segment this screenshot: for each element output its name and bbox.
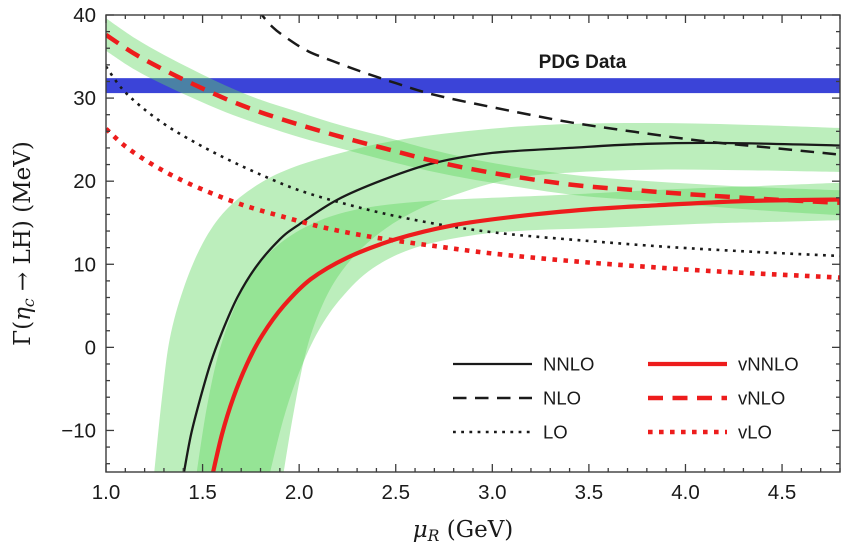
y-axis-label-eta: η	[10, 307, 36, 321]
y-tick-label: −10	[61, 419, 96, 442]
nnlo-uncertainty-band	[154, 123, 840, 472]
y-tick-label: 30	[73, 87, 96, 110]
y-axis-label: Γ(ηc → LH) (MeV)	[10, 141, 38, 346]
x-axis-label-unit: (GeV)	[439, 517, 513, 543]
curve-nnlo	[182, 141, 840, 472]
legend-item-vnnlo: vNNLO	[648, 354, 799, 375]
legend-label-vlo: vLO	[738, 422, 772, 443]
x-tick-label: 1.5	[188, 481, 217, 504]
y-tick-label: 20	[73, 170, 96, 193]
legend-label-vnlo: vNLO	[738, 388, 785, 409]
vnlo-uncertainty-band	[106, 18, 840, 216]
x-tick-label: 4.0	[671, 481, 700, 504]
legend-label-vnnlo: vNNLO	[738, 354, 799, 375]
tick-labels: 1.0 1.5 2.0 2.5 3.0 3.5 4.0 4.5 −10 0 10 20 30 40	[61, 4, 796, 504]
pdg-data-label: PDG Data	[539, 52, 627, 73]
legend-item-vnlo: vNLO	[648, 388, 785, 409]
x-tick-label: 3.5	[575, 481, 604, 504]
y-tick-label: 10	[73, 253, 96, 276]
curve-nlo	[260, 15, 840, 156]
y-axis-label-rest: → LH) (MeV)	[10, 141, 36, 298]
y-axis-label-gamma: Γ(	[10, 321, 36, 346]
legend-item-nnlo: NNLO	[453, 354, 594, 375]
x-tick-label: 2.5	[381, 481, 410, 504]
legend: NNLO NLO LO vNNLO vNLO vLO	[453, 354, 799, 443]
x-axis-label-sub: R	[427, 526, 440, 545]
legend-label-nlo: NLO	[543, 388, 581, 409]
axis-ticks	[105, 14, 841, 472]
x-tick-label: 3.0	[478, 481, 507, 504]
legend-label-lo: LO	[543, 422, 568, 443]
y-tick-label: 0	[85, 336, 96, 359]
curve-vnlo	[106, 33, 840, 206]
x-tick-label: 4.5	[768, 481, 797, 504]
legend-item-nlo: NLO	[453, 388, 581, 409]
pdg-band	[106, 78, 840, 94]
x-tick-label: 1.0	[92, 481, 121, 504]
y-axis-label-sub: c	[19, 298, 38, 307]
x-tick-label: 2.0	[285, 481, 314, 504]
legend-item-lo: LO	[453, 422, 568, 443]
x-axis-label: μR (GeV)	[413, 517, 514, 545]
legend-label-nnlo: NNLO	[543, 354, 594, 375]
legend-item-vlo: vLO	[648, 422, 772, 443]
y-tick-label: 40	[73, 4, 96, 27]
x-axis-label-symbol: μ	[413, 517, 428, 543]
curve-vnnlo	[210, 197, 840, 472]
plot-region	[106, 15, 840, 472]
